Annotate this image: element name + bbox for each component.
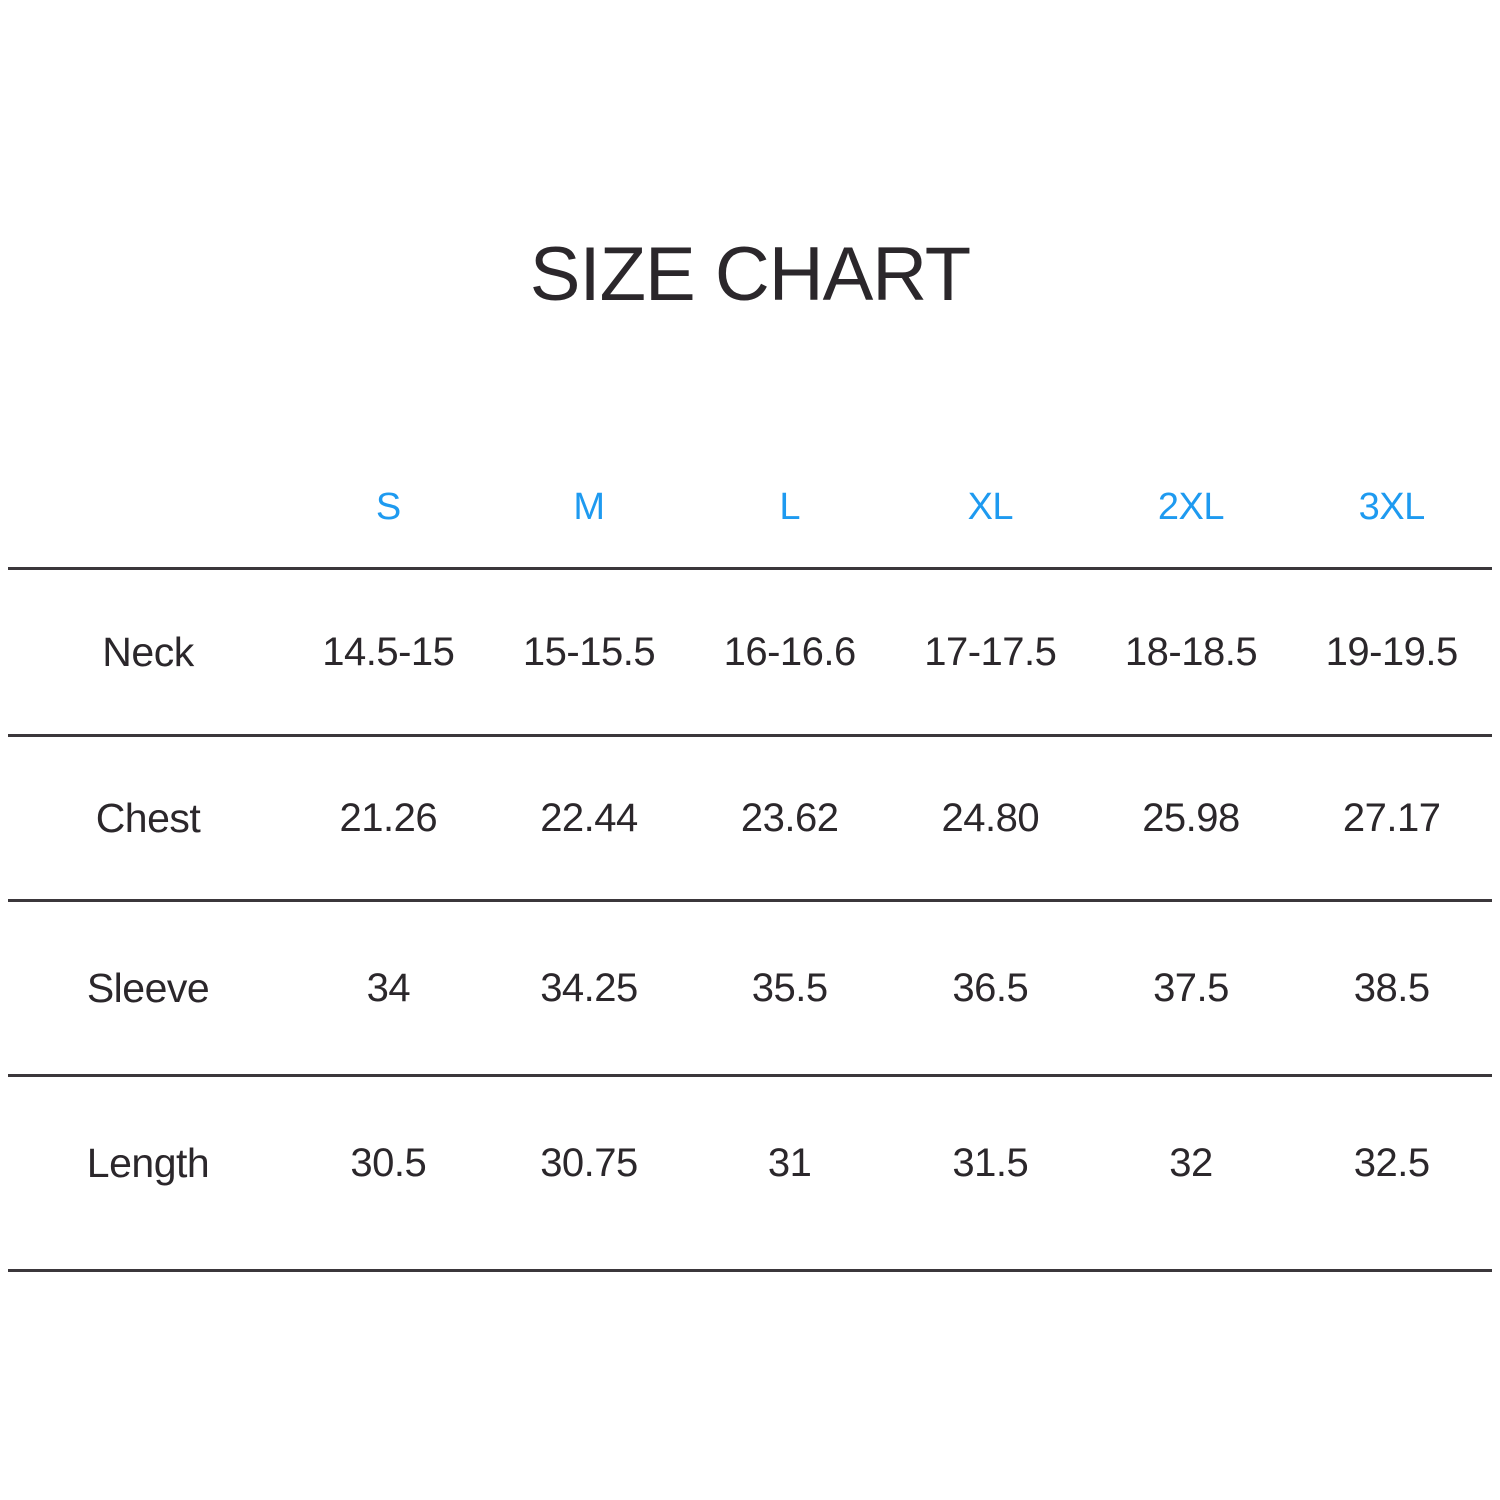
size-value-cell: 17-17.5	[924, 629, 1057, 674]
size-value-cell: 31.5	[952, 1140, 1029, 1185]
column-header-xl: XL	[967, 485, 1014, 528]
table-row-neck: Neck 14.5-15 15-15.5 16-16.6 17-17.5 18-…	[8, 567, 1492, 734]
size-value-cell: 30.75	[540, 1140, 638, 1185]
size-value-cell: 19-19.5	[1325, 629, 1459, 674]
size-value-cell: 24.80	[941, 795, 1040, 840]
size-value-cell: 36.5	[952, 965, 1029, 1010]
table-row-sleeve: Sleeve 34 34.25 35.5 36.5 37.5 38.5	[8, 899, 1492, 1074]
size-value-cell: 16-16.6	[723, 629, 857, 674]
table-row-chest: Chest 21.26 22.44 23.62 24.80 25.98 27.1…	[8, 734, 1492, 899]
size-value-cell: 25.98	[1142, 795, 1240, 840]
size-value-cell: 30.5	[350, 1140, 427, 1185]
table-row-length: Length 30.5 30.75 31 31.5 32 32.5	[8, 1074, 1492, 1272]
size-value-cell: 15-15.5	[522, 629, 656, 674]
size-value-cell: 32.5	[1353, 1140, 1430, 1185]
table-header-row: S M L XL 2XL 3XL	[8, 447, 1492, 567]
size-value-cell: 22.44	[540, 795, 638, 840]
column-header-m: M	[573, 485, 605, 528]
row-label: Sleeve	[86, 964, 210, 1011]
size-value-cell: 38.5	[1353, 965, 1430, 1010]
row-label: Neck	[102, 628, 194, 675]
size-value-cell: 31	[767, 1140, 812, 1185]
size-value-cell: 23.62	[740, 795, 839, 840]
size-value-cell: 32	[1169, 1140, 1213, 1185]
size-value-cell: 21.26	[339, 795, 438, 840]
row-label: Length	[86, 1139, 210, 1186]
row-label: Chest	[95, 794, 201, 841]
column-header-s: S	[375, 485, 401, 528]
size-chart-table: S M L XL 2XL 3XL Neck 14.5-15 15-15.5 16…	[8, 447, 1492, 1272]
size-value-cell: 27.17	[1342, 795, 1441, 840]
size-value-cell: 14.5-15	[322, 629, 455, 674]
size-value-cell: 18-18.5	[1124, 629, 1258, 674]
column-header-3xl: 3XL	[1358, 485, 1426, 528]
column-header-l: L	[779, 485, 800, 528]
size-value-cell: 34.25	[540, 965, 638, 1010]
column-header-2xl: 2XL	[1157, 485, 1225, 528]
size-value-cell: 37.5	[1153, 965, 1229, 1010]
size-value-cell: 34	[366, 965, 411, 1010]
size-value-cell: 35.5	[751, 965, 828, 1010]
page-title: SIZE CHART	[529, 232, 971, 317]
